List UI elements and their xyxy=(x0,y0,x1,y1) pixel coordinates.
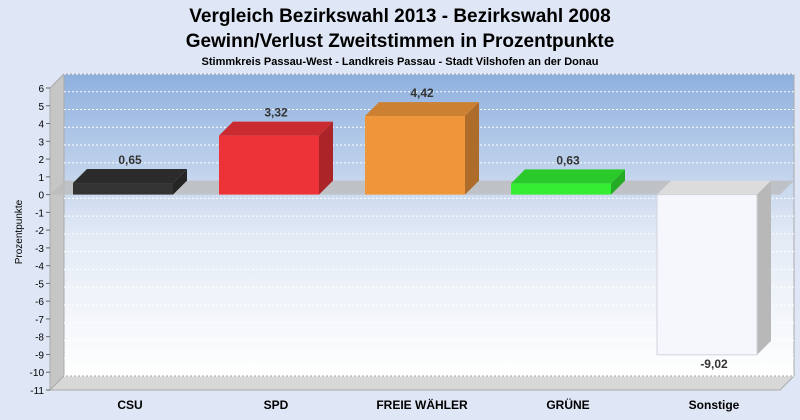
category-label: GRÜNE xyxy=(546,397,589,412)
chart-subtitle: Gewinn/Verlust Zweitstimmen in Prozentpu… xyxy=(186,31,615,52)
y-tick-label: -6 xyxy=(35,297,44,308)
plot-side-wall xyxy=(49,72,65,392)
category-labels: CSU SPD FREIE WÄHLER GRÜNE Sonstige xyxy=(117,397,739,412)
bar-side xyxy=(611,169,625,195)
chart-title: Vergleich Bezirkswahl 2013 - Bezirkswahl… xyxy=(189,6,610,27)
y-tick-label: -10 xyxy=(30,368,45,379)
y-tick-label: 3 xyxy=(38,137,44,148)
bar-side xyxy=(757,180,771,355)
category-label: CSU xyxy=(117,398,142,412)
chart-subsubtitle: Stimmkreis Passau-West - Landkreis Passa… xyxy=(202,56,599,68)
bar-side xyxy=(319,121,333,195)
bar-freie-wähler xyxy=(365,102,479,195)
bar-side xyxy=(465,102,479,195)
y-tick-label: 4 xyxy=(38,120,44,131)
y-tick-label: -8 xyxy=(35,333,44,344)
bar-csu xyxy=(73,169,187,195)
bar-top xyxy=(511,169,625,184)
bar-front xyxy=(511,183,611,195)
data-label: 0,65 xyxy=(118,153,142,167)
y-axis-label: Prozentpunkte xyxy=(14,199,25,264)
bar-front xyxy=(365,116,465,195)
bar-front xyxy=(656,194,758,356)
y-tick-label: 6 xyxy=(38,84,44,95)
y-tick-label: -11 xyxy=(30,386,44,397)
y-tick-label: -7 xyxy=(35,315,44,326)
bar-sonstige xyxy=(656,180,771,356)
category-label: SPD xyxy=(264,398,289,412)
bar-top xyxy=(219,121,333,136)
y-tick-label: 1 xyxy=(38,173,44,184)
y-tick-label: 0 xyxy=(38,191,44,202)
bars xyxy=(73,102,771,356)
bar-spd xyxy=(219,121,333,195)
bar-front xyxy=(219,135,319,195)
data-label: 3,32 xyxy=(264,106,288,120)
data-label: -9,02 xyxy=(700,357,728,371)
data-label: 0,63 xyxy=(556,153,580,167)
y-tick-label: 2 xyxy=(38,155,44,166)
bar-side xyxy=(173,169,187,195)
bar-top xyxy=(73,169,187,184)
bar-top xyxy=(657,180,771,195)
y-tick-label: -3 xyxy=(35,244,44,255)
y-tick-label: -4 xyxy=(35,262,44,273)
y-tick-label: -1 xyxy=(35,208,44,219)
data-label: 4,42 xyxy=(410,86,434,100)
y-tick-label: -5 xyxy=(35,279,44,290)
bar-top xyxy=(365,102,479,117)
y-tick-label: -2 xyxy=(35,226,44,237)
plot-floor xyxy=(48,375,796,391)
bar-front xyxy=(73,183,173,195)
y-tick-label: 5 xyxy=(38,102,44,113)
category-label: FREIE WÄHLER xyxy=(376,397,468,412)
category-label: Sonstige xyxy=(689,398,740,412)
y-tick-label: -9 xyxy=(35,350,44,361)
data-labels: 0,65 3,32 4,42 0,63 -9,02 xyxy=(118,86,728,371)
bar-grüne xyxy=(511,169,625,195)
